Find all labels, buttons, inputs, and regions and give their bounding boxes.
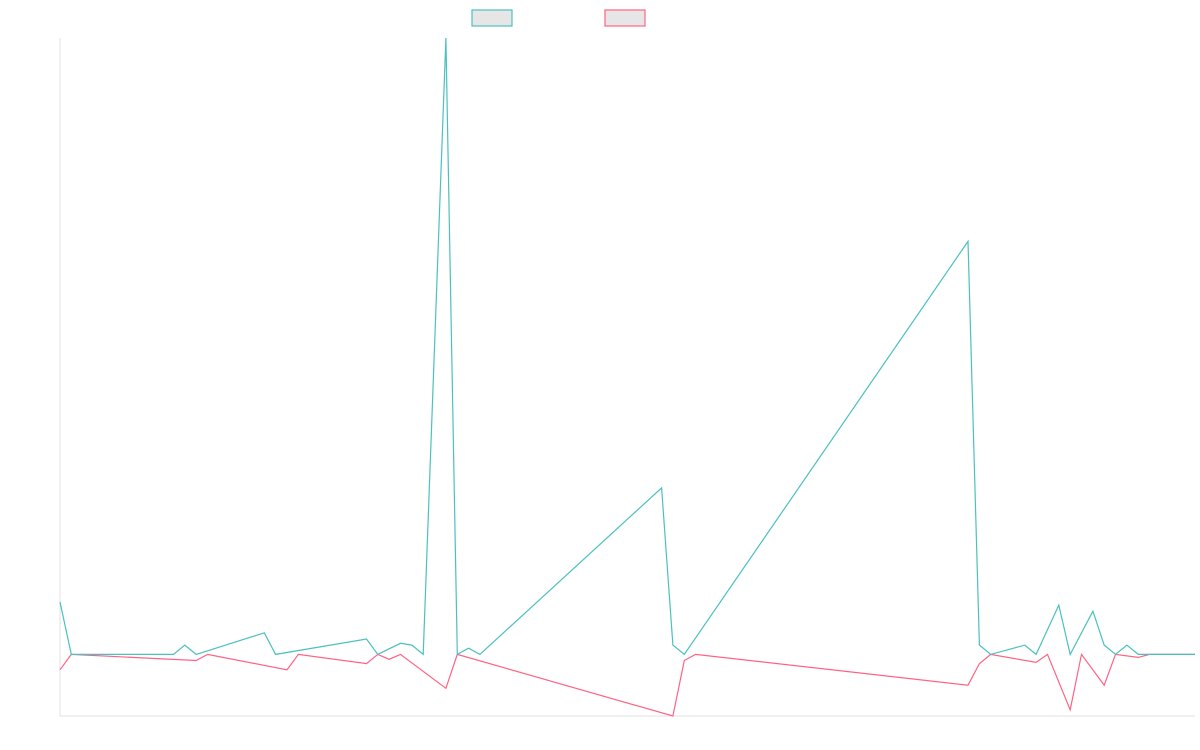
series-line-1 <box>59 37 1195 657</box>
legend-item-1[interactable] <box>471 9 513 27</box>
plot-area <box>59 37 1195 717</box>
series-line-2 <box>59 652 1195 717</box>
legend-swatch-2 <box>604 9 646 27</box>
legend-item-2[interactable] <box>604 9 646 27</box>
legend-swatch-1 <box>471 9 513 27</box>
chart-legend <box>471 9 646 27</box>
chart-axes <box>59 38 1195 717</box>
